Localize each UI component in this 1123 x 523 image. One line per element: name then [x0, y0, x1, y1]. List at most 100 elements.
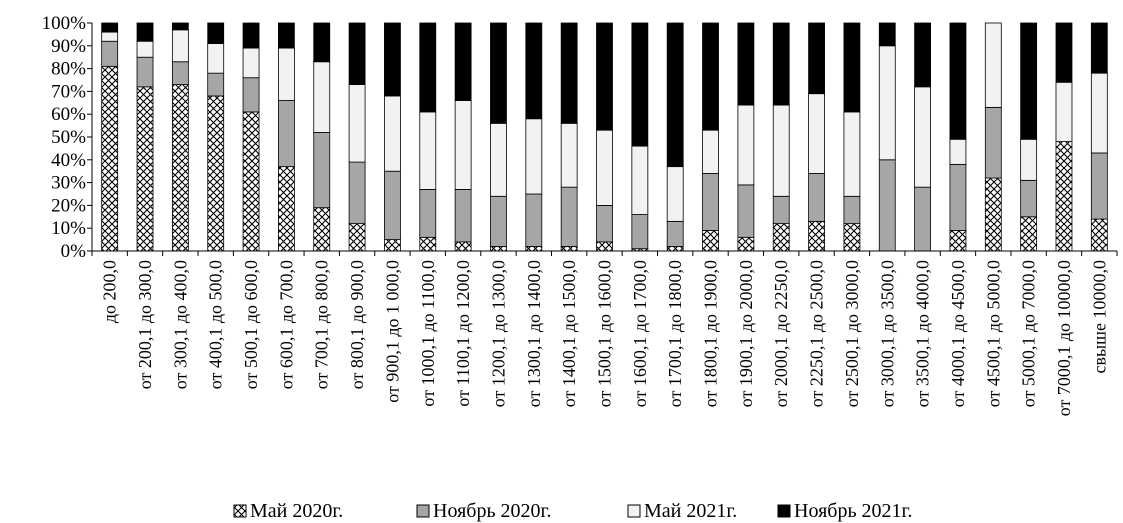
- bar-segment-4: [666, 22, 684, 168]
- bar-segment-2: [136, 56, 154, 88]
- y-tick-label: 40%: [51, 150, 86, 171]
- bar-segment-2: [348, 161, 366, 225]
- legend-swatch: [233, 504, 247, 518]
- category-label: от 700,1 до 800,0: [312, 260, 332, 389]
- category-label: от 400,1 до 500,0: [206, 260, 226, 389]
- category-label: от 900,1 до 1 000,0: [382, 260, 402, 403]
- bar-segment-1: [808, 220, 825, 252]
- bar-segment-3: [207, 43, 225, 74]
- bar-segment-3: [136, 40, 154, 58]
- bar-segment-4: [1055, 22, 1073, 83]
- category-label: от 3000,1 до 3500,0: [877, 260, 897, 407]
- bar-segment-4: [808, 22, 825, 95]
- category-label: от 3500,1 до 4000,0: [913, 260, 933, 407]
- bar-segment-1: [384, 239, 401, 252]
- bar-segment-2: [490, 195, 507, 247]
- bar-segment-3: [1020, 138, 1038, 181]
- bar-segment-4: [490, 22, 507, 124]
- bar-segment-3: [171, 29, 189, 63]
- y-tick-label: 70%: [51, 81, 86, 102]
- bar-segment-4: [101, 22, 119, 33]
- bar-segment-4: [631, 22, 649, 147]
- y-tick-label: 50%: [51, 127, 86, 148]
- bar-segment-1: [136, 86, 154, 252]
- legend: Май 2020г. Ноябрь 2020г. Май 2021г. Ноябрь …: [233, 500, 913, 522]
- bar-segment-4: [1090, 22, 1108, 74]
- bar-segment-2: [737, 184, 755, 238]
- bar-segment-3: [808, 93, 825, 174]
- category-label: от 1000,1 до 1100,0: [418, 260, 438, 407]
- bar-segment-3: [631, 145, 649, 215]
- bar-segment-1: [101, 65, 119, 252]
- y-tick-label: 10%: [51, 218, 86, 239]
- bar-segment-2: [772, 195, 790, 225]
- bar-segment-1: [772, 223, 790, 252]
- bar-segment-1: [242, 111, 260, 252]
- bar-segment-3: [560, 122, 578, 188]
- bar-segment-2: [242, 77, 260, 113]
- legend-swatch: [777, 504, 791, 518]
- bar-segment-1: [1055, 141, 1073, 252]
- bar-segment-1: [348, 223, 366, 252]
- bar-segment-3: [949, 138, 967, 165]
- bar-segment-3: [1090, 72, 1108, 154]
- bar-segment-1: [666, 246, 684, 252]
- bar-segment-1: [277, 166, 295, 252]
- bar-segment-2: [1090, 152, 1108, 220]
- category-label: от 600,1 до 700,0: [276, 260, 296, 389]
- bar-segment-3: [737, 104, 755, 186]
- bar-segment-3: [843, 111, 861, 197]
- category-label: от 2000,1 до 2250,0: [771, 260, 791, 407]
- category-label: от 4500,1 до 5000,0: [983, 260, 1003, 407]
- bar-segment-2: [878, 159, 896, 252]
- bar-segment-3: [878, 45, 896, 161]
- bar-segment-1: [1090, 218, 1108, 252]
- bar-segment-2: [949, 163, 967, 231]
- bar-segment-1: [702, 230, 719, 252]
- category-label: от 300,1 до 400,0: [170, 260, 190, 389]
- bar-segment-4: [560, 22, 578, 124]
- y-axis: 0%10%20%30%40%50%60%70%80%90%100%: [42, 13, 93, 262]
- bar-segment-3: [242, 47, 260, 79]
- category-label: от 1100,1 до 1200,0: [453, 260, 473, 407]
- bar-segment-4: [384, 22, 401, 97]
- bar-segment-4: [242, 22, 260, 49]
- bar-segment-4: [207, 22, 225, 44]
- bar-segment-3: [525, 118, 543, 195]
- bar-segment-4: [949, 22, 967, 140]
- category-label: от 7000,1 до 10000,0: [1054, 260, 1074, 416]
- category-label: от 2250,1 до 2500,0: [807, 260, 827, 407]
- bar-segment-2: [1020, 179, 1038, 218]
- bar-segment-2: [984, 106, 1002, 179]
- y-tick-label: 20%: [51, 195, 86, 216]
- bar-segment-1: [737, 236, 755, 252]
- category-label: от 1200,1 до 1300,0: [488, 260, 508, 407]
- y-tick-label: 30%: [51, 173, 86, 194]
- bar-segment-4: [702, 22, 719, 131]
- legend-label: Ноябрь 2020г.: [433, 500, 552, 522]
- bar-segment-3: [277, 47, 295, 101]
- bar-segment-2: [384, 170, 401, 240]
- bar-segment-2: [525, 193, 543, 247]
- bars: [101, 22, 1108, 252]
- category-label: от 1500,1 до 1600,0: [595, 260, 615, 407]
- bar-segment-1: [490, 246, 507, 252]
- y-tick-label: 90%: [51, 36, 86, 57]
- bar-segment-4: [454, 22, 472, 101]
- bar-segment-2: [207, 72, 225, 97]
- bar-segment-1: [454, 241, 472, 252]
- bar-segment-4: [313, 22, 331, 63]
- bar-segment-1: [560, 246, 578, 252]
- bar-segment-3: [914, 86, 932, 188]
- category-label: от 200,1 до 300,0: [135, 260, 155, 389]
- category-label: свыше 10000,0: [1089, 260, 1109, 373]
- legend-label: Май 2021г.: [644, 500, 737, 522]
- bar-segment-4: [914, 22, 932, 88]
- bar-segment-3: [101, 31, 119, 42]
- bar-segment-2: [454, 189, 472, 243]
- y-tick-label: 60%: [51, 104, 86, 125]
- category-label: от 2500,1 до 3000,0: [842, 260, 862, 407]
- bar-segment-2: [419, 189, 437, 238]
- bar-segment-2: [560, 186, 578, 247]
